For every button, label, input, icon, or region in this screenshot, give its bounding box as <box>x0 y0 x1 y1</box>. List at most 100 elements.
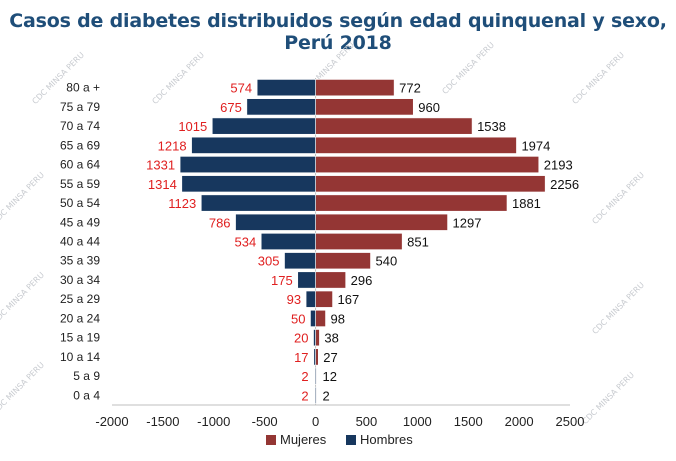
y-category-label: 70 a 74 <box>60 119 100 133</box>
bar-mujeres <box>315 290 333 308</box>
data-label-mujeres: 1974 <box>521 138 550 153</box>
watermark-text: CDC MINSA PERU <box>580 370 636 426</box>
data-label-hombres: 675 <box>220 100 242 115</box>
data-label-hombres: 1015 <box>178 119 207 134</box>
data-label-mujeres: 98 <box>331 311 345 326</box>
x-tick-label: -1000 <box>197 414 230 429</box>
bar-hombres <box>256 79 316 97</box>
bar-hombres <box>305 290 316 308</box>
data-label-hombres: 786 <box>209 215 231 230</box>
watermark-text: CDC MINSA PERU <box>590 280 646 336</box>
data-label-hombres: 574 <box>230 81 252 96</box>
data-label-mujeres: 2 <box>323 388 330 403</box>
watermark-text: CDC MINSA PERU <box>0 170 46 226</box>
bar-mujeres <box>315 98 414 116</box>
data-label-mujeres: 1538 <box>477 119 506 134</box>
bar-hombres <box>260 233 316 250</box>
y-category-label: 0 a 4 <box>73 388 100 402</box>
y-category-label: 25 a 29 <box>60 292 100 306</box>
data-label-mujeres: 12 <box>323 369 337 384</box>
bar-hombres <box>315 386 317 404</box>
bar-hombres <box>297 271 316 289</box>
data-label-hombres: 17 <box>294 350 308 365</box>
x-tick-label: 1000 <box>403 414 432 429</box>
y-category-label: 80 a + <box>66 81 100 95</box>
y-category-label: 75 a 79 <box>60 100 100 114</box>
data-label-mujeres: 1297 <box>453 215 482 230</box>
bar-mujeres <box>315 309 326 327</box>
legend-label-hombres: Hombres <box>360 432 413 447</box>
x-tick-label: 500 <box>356 414 378 429</box>
data-label-hombres: 20 <box>294 331 308 346</box>
bar-hombres <box>246 98 316 116</box>
data-label-hombres: 1331 <box>146 158 175 173</box>
data-label-hombres: 305 <box>258 254 280 269</box>
data-label-hombres: 175 <box>271 273 293 288</box>
y-category-label: 20 a 24 <box>60 311 100 325</box>
legend-swatch-mujeres <box>266 435 276 445</box>
chart-title: Casos de diabetes distribuidos según eda… <box>9 10 667 54</box>
x-tick-label: -2000 <box>95 414 128 429</box>
legend-swatch-hombres <box>346 435 356 445</box>
data-label-hombres: 93 <box>287 292 301 307</box>
y-category-label: 65 a 69 <box>60 138 100 152</box>
bar-mujeres <box>315 252 371 270</box>
y-category-label: 30 a 34 <box>60 273 100 287</box>
data-label-hombres: 1314 <box>148 177 177 192</box>
watermark-text: CDC MINSA PERU <box>0 360 46 416</box>
bar-mujeres <box>315 329 320 347</box>
bar-mujeres <box>315 156 540 174</box>
y-category-label: 50 a 54 <box>60 196 100 210</box>
data-label-hombres: 1123 <box>168 196 196 211</box>
watermark-text: CDC MINSA PERU <box>30 50 86 106</box>
watermark-text: CDC MINSA PERU <box>570 50 626 106</box>
bar-mujeres <box>315 213 448 231</box>
bar-hombres <box>181 175 316 193</box>
bar-hombres <box>313 348 316 366</box>
bar-mujeres <box>315 136 517 154</box>
x-tick-label: -1500 <box>146 414 179 429</box>
y-category-label: 60 a 64 <box>60 158 100 172</box>
x-tick-label: 0 <box>312 414 319 429</box>
bar-mujeres <box>315 79 395 97</box>
bar-hombres <box>211 117 316 135</box>
bar-hombres <box>284 252 316 270</box>
data-label-mujeres: 27 <box>323 350 337 365</box>
bar-mujeres <box>315 194 508 212</box>
bar-hombres <box>191 136 316 154</box>
data-label-hombres: 1218 <box>158 138 187 153</box>
watermark-text: CDC MINSA PERU <box>440 40 496 96</box>
bar-mujeres <box>315 175 546 193</box>
y-category-label: 40 a 44 <box>60 235 100 249</box>
bar-hombres <box>313 329 316 347</box>
data-label-hombres: 534 <box>235 235 257 250</box>
data-label-mujeres: 296 <box>351 273 373 288</box>
data-label-mujeres: 851 <box>407 235 429 250</box>
bar-hombres <box>310 309 316 327</box>
data-label-mujeres: 1881 <box>512 196 541 211</box>
y-category-label: 45 a 49 <box>60 215 100 229</box>
x-tick-label: -500 <box>252 414 278 429</box>
x-tick-label: 2500 <box>556 414 585 429</box>
y-category-label: 55 a 59 <box>60 177 100 191</box>
y-category-label: 10 a 14 <box>60 350 100 364</box>
data-label-mujeres: 2256 <box>550 177 579 192</box>
data-label-hombres: 50 <box>291 311 305 326</box>
bar-mujeres <box>315 271 346 289</box>
bar-hombres <box>179 156 316 174</box>
x-tick-label: 2000 <box>505 414 534 429</box>
data-label-mujeres: 2193 <box>544 158 573 173</box>
x-tick-label: 1500 <box>454 414 483 429</box>
bar-mujeres <box>315 233 403 250</box>
bar-mujeres <box>315 117 473 135</box>
watermark-text: CDC MINSA PERU <box>150 50 206 106</box>
y-category-label: 15 a 19 <box>60 331 100 345</box>
y-category-label: 35 a 39 <box>60 254 100 268</box>
bar-hombres <box>200 194 316 212</box>
data-label-hombres: 2 <box>301 369 308 384</box>
bar-hombres <box>315 367 317 385</box>
data-label-mujeres: 772 <box>399 81 421 96</box>
data-label-mujeres: 960 <box>418 100 440 115</box>
bar-hombres <box>235 213 316 231</box>
